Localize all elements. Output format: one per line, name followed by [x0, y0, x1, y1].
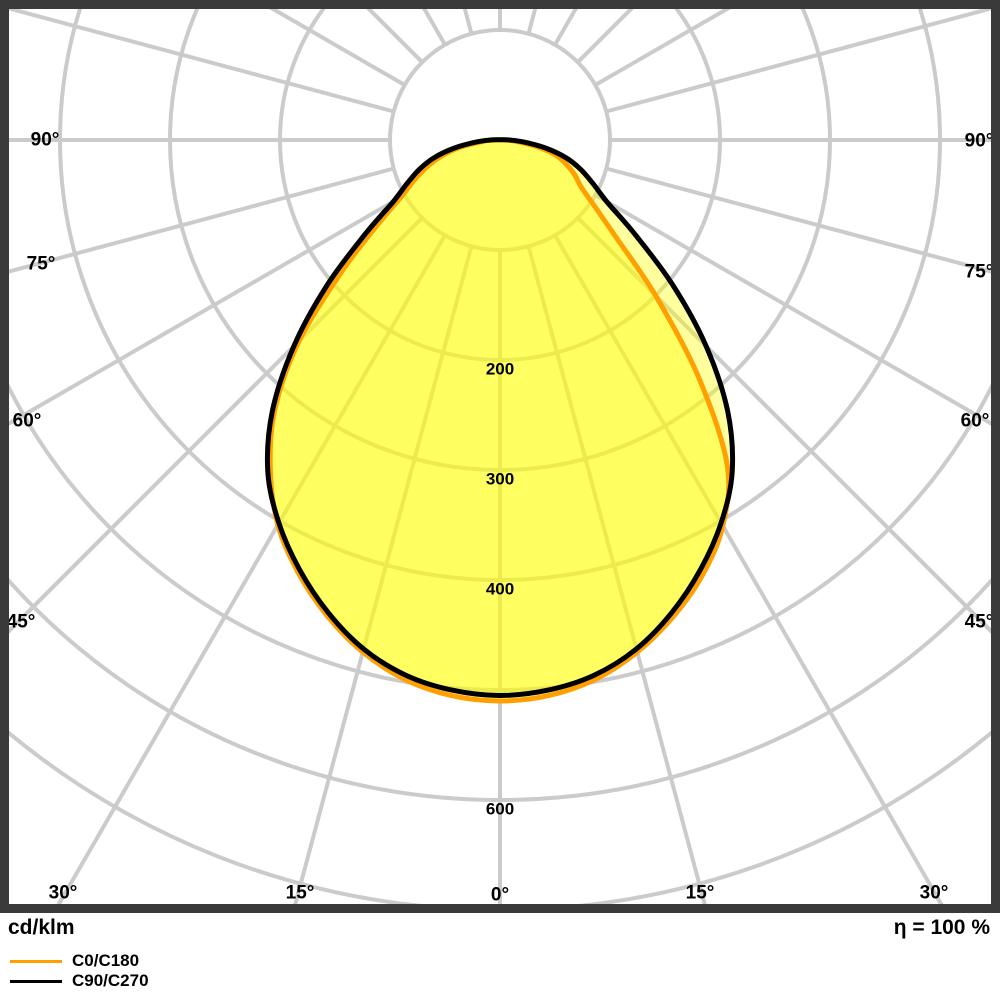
radial-tick-label: 200	[486, 360, 514, 379]
polar-grid	[9, 9, 991, 904]
radial-tick-label: 400	[486, 580, 514, 599]
angle-tick-label: 75°	[965, 262, 994, 283]
grid-spoke	[526, 245, 707, 904]
legend-item-c0-c180: C0/C180	[10, 951, 149, 971]
legend: C0/C180 C90/C270	[10, 951, 149, 991]
angle-tick-label: 60°	[13, 411, 42, 432]
intensity-lobe-fill-c0-c180	[270, 139, 729, 701]
grid-spoke	[9, 193, 406, 426]
angle-tick-label: 60°	[961, 411, 990, 432]
legend-item-c90-c270: C90/C270	[10, 971, 149, 991]
angle-tick-label: 75°	[27, 254, 56, 275]
radial-tick-label: 300	[486, 470, 514, 489]
chart-frame	[0, 0, 1000, 913]
angle-tick-label: 90°	[965, 131, 994, 152]
efficiency-label: η = 100 %	[893, 916, 990, 939]
grid-spoke	[9, 166, 395, 274]
angle-tick-label: 90°	[31, 130, 60, 151]
grid-spoke	[553, 234, 944, 904]
grid-spoke	[594, 193, 991, 426]
angle-tick-label: 0°	[491, 885, 509, 906]
legend-label: C0/C180	[72, 951, 140, 970]
angle-tick-label: 45°	[7, 612, 36, 633]
legend-line-c0-c180	[10, 959, 62, 963]
legend-line-c90-c270	[10, 979, 62, 983]
grid-spoke	[293, 245, 474, 904]
grid-spoke	[56, 234, 447, 904]
angle-tick-label: 15°	[286, 883, 315, 904]
angle-tick-label: 30°	[49, 883, 78, 904]
curve-c0-c180	[267, 137, 732, 704]
grid-spoke	[605, 9, 991, 114]
grid-spoke	[605, 166, 991, 274]
legend-label: C90/C270	[72, 971, 149, 990]
grid-spoke	[9, 9, 395, 114]
angle-tick-label: 15°	[686, 883, 715, 904]
curve-c90-c270	[264, 137, 736, 698]
radial-tick-label: 600	[486, 800, 514, 819]
unit-label: cd/klm	[8, 916, 75, 939]
intensity-lobe-fill-c90-c270	[267, 139, 733, 696]
angle-tick-label: 45°	[965, 612, 994, 633]
angle-tick-label: 30°	[920, 883, 949, 904]
grid-spoke	[9, 216, 424, 634]
grid-spoke	[576, 216, 991, 634]
polar-chart: 90° 90° 75° 75° 60° 60° 45° 45° 30° 30° 15° 15° 0° 20…	[0, 0, 1000, 913]
